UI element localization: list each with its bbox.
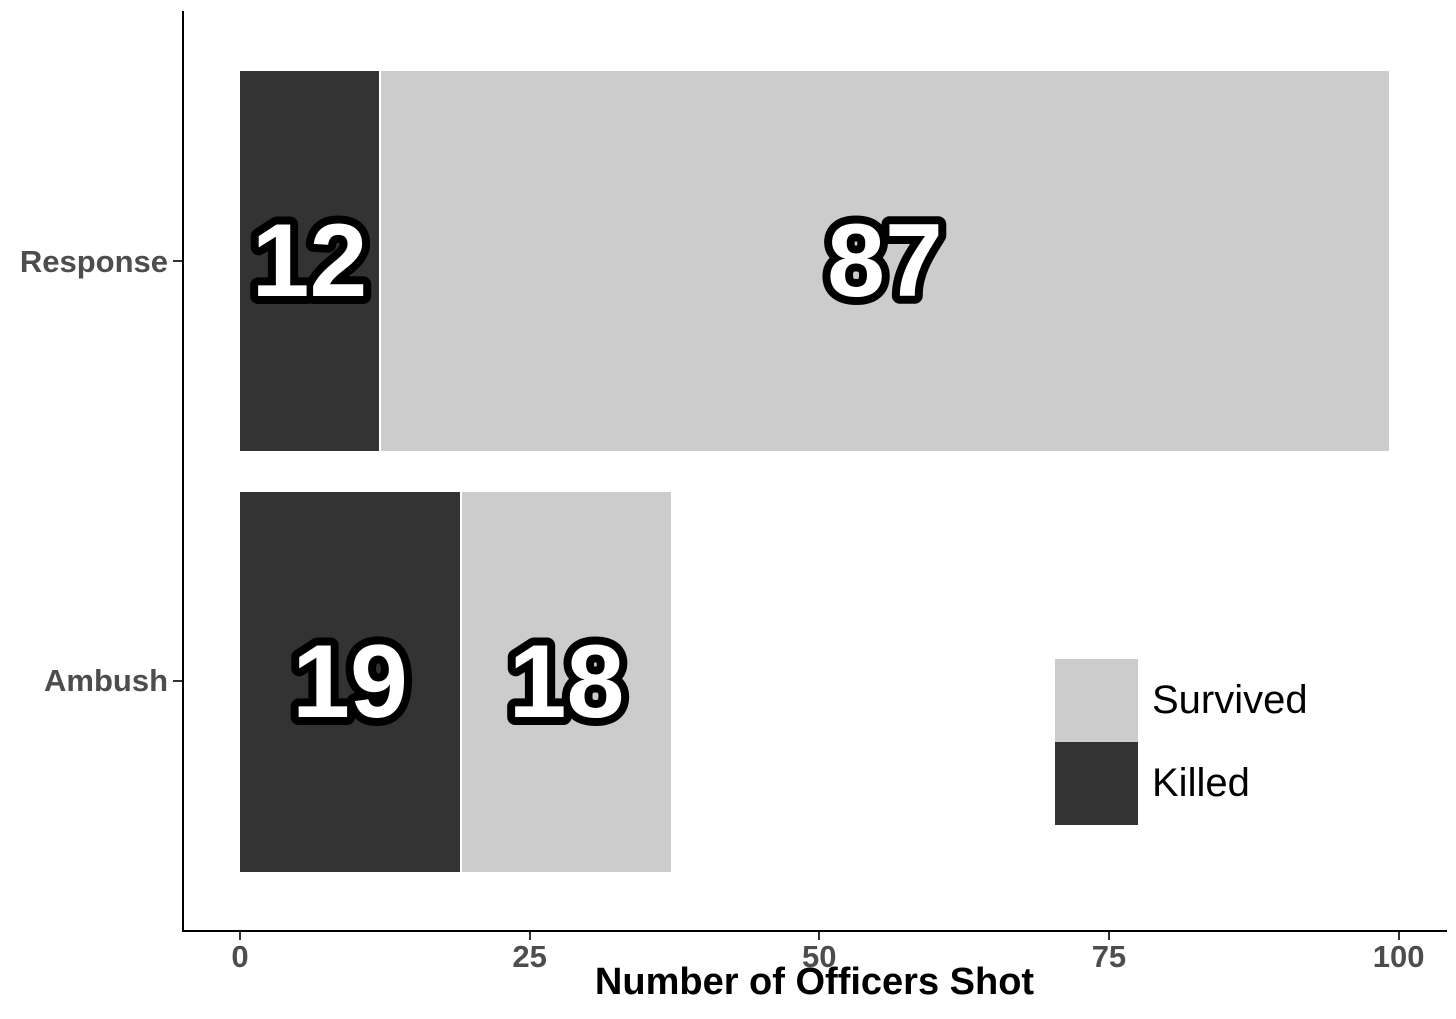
legend-swatch: [1055, 742, 1138, 825]
legend: Survived Killed: [1055, 659, 1308, 825]
bar-label-svg: 87: [819, 195, 951, 327]
legend-label: Killed: [1152, 761, 1250, 805]
plot-panel: 12 87 19 18: [182, 11, 1447, 940]
bar-label-svg: 19: [284, 616, 416, 748]
bar-segment-ambush-survived: 18: [462, 492, 671, 872]
category-label-ambush: Ambush: [44, 663, 168, 698]
x-tick-mark: [528, 932, 531, 940]
x-tick-label: 50: [802, 939, 837, 974]
bar-row-response: 12 87: [240, 71, 1389, 451]
x-tick-mark: [1107, 932, 1110, 940]
x-axis-title: Number of Officers Shot: [594, 961, 1035, 1003]
legend-entry-killed: Killed: [1055, 742, 1308, 825]
x-tick-label: 100: [1372, 939, 1425, 974]
bar-segment-ambush-killed: 19: [240, 492, 460, 872]
legend-swatch: [1055, 659, 1138, 742]
x-tick-mark: [1397, 932, 1400, 940]
legend-label: Survived: [1152, 678, 1308, 722]
x-tick-mark: [239, 932, 241, 940]
bar-label-svg: 18: [501, 616, 633, 748]
x-tick-label: 75: [1091, 939, 1127, 974]
category-label-response: Response: [19, 244, 168, 279]
x-tick-label: 0: [231, 939, 249, 974]
x-tick-label: 25: [512, 939, 547, 974]
legend-entry-survived: Survived: [1055, 659, 1308, 742]
bar-segment-response-survived: 87: [381, 71, 1389, 451]
y-tick-mark: [173, 260, 182, 262]
bar-value-label: 12: [252, 203, 368, 319]
bar-row-ambush: 19 18: [240, 492, 671, 872]
bar-value-label: 87: [827, 203, 943, 319]
bar-value-label: 19: [292, 624, 408, 740]
bar-value-label: 18: [509, 624, 625, 740]
x-tick-mark: [818, 932, 821, 940]
bar-label-svg: 12: [244, 195, 376, 327]
y-tick-mark: [173, 680, 182, 682]
bar-segment-response-killed: 12: [240, 71, 379, 451]
